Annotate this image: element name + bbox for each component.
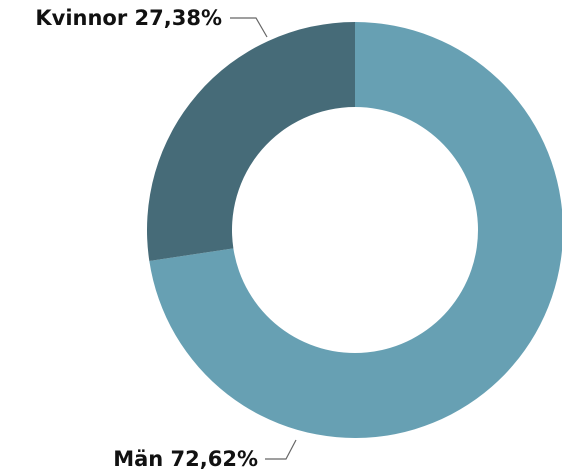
category-label: Kvinnor — [35, 6, 127, 30]
value-label: 72,62% — [171, 447, 258, 471]
slice-label: Kvinnor 27,38% — [35, 6, 222, 30]
value-label: 27,38% — [135, 6, 222, 30]
category-label: Män — [113, 447, 163, 471]
slice — [149, 22, 562, 438]
slice-label: Män 72,62% — [113, 447, 258, 471]
slice — [146, 22, 355, 261]
leader-line — [230, 17, 268, 38]
leader-line — [265, 439, 297, 460]
donut — [146, 22, 562, 438]
